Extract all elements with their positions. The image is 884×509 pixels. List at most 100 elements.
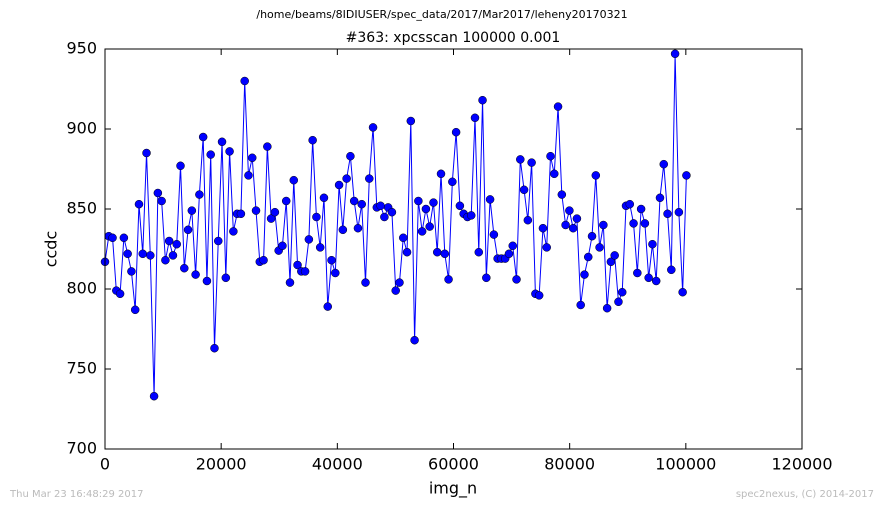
data-point bbox=[625, 199, 635, 209]
data-point bbox=[587, 231, 597, 241]
data-point bbox=[387, 207, 397, 217]
data-point bbox=[410, 335, 419, 345]
data-point bbox=[670, 49, 680, 59]
data-point bbox=[149, 391, 159, 401]
data-point bbox=[180, 263, 189, 273]
data-point bbox=[595, 243, 604, 252]
data-point bbox=[674, 207, 684, 217]
data-point bbox=[198, 132, 208, 142]
data-point bbox=[289, 175, 299, 185]
data-point bbox=[651, 276, 661, 286]
footer-right: spec2nexus, (C) 2014-2017 bbox=[736, 489, 874, 500]
data-point bbox=[414, 196, 423, 206]
data-point bbox=[402, 247, 412, 257]
data-point bbox=[602, 303, 612, 313]
data-point bbox=[542, 243, 551, 252]
y-tick-label: 850 bbox=[66, 199, 97, 218]
data-point bbox=[512, 275, 521, 284]
data-point bbox=[334, 180, 344, 190]
data-point bbox=[565, 206, 574, 215]
data-point bbox=[485, 195, 495, 204]
data-point bbox=[142, 148, 151, 158]
data-point bbox=[115, 289, 125, 299]
data-point bbox=[534, 291, 544, 300]
data-point bbox=[168, 251, 178, 260]
data-point bbox=[466, 211, 476, 220]
data-point bbox=[380, 212, 389, 222]
data-point bbox=[482, 273, 491, 283]
data-point bbox=[576, 300, 585, 310]
data-point bbox=[240, 76, 249, 86]
x-tick-label: 120000 bbox=[771, 455, 832, 474]
data-point bbox=[432, 247, 442, 257]
data-point bbox=[572, 214, 582, 223]
data-point bbox=[550, 169, 559, 179]
data-point bbox=[270, 207, 280, 217]
data-point bbox=[138, 249, 148, 259]
data-point bbox=[682, 171, 691, 180]
data-point bbox=[516, 155, 525, 164]
data-point bbox=[406, 116, 416, 126]
data-point bbox=[259, 255, 268, 265]
data-point bbox=[610, 251, 619, 260]
data-point bbox=[153, 188, 163, 198]
data-point bbox=[225, 147, 234, 156]
data-point bbox=[557, 190, 567, 199]
data-point bbox=[161, 255, 170, 265]
data-point bbox=[278, 241, 287, 251]
data-point bbox=[323, 302, 332, 311]
x-tick-label: 100000 bbox=[655, 455, 716, 474]
data-point bbox=[319, 193, 329, 203]
data-point bbox=[584, 252, 593, 262]
data-point bbox=[421, 204, 431, 214]
data-point bbox=[451, 127, 461, 137]
data-point bbox=[342, 174, 351, 183]
data-point bbox=[365, 174, 374, 183]
data-point bbox=[251, 206, 261, 215]
data-point bbox=[187, 206, 197, 215]
data-point bbox=[361, 278, 370, 287]
suptitle: /home/beams/8IDIUSER/spec_data/2017/Mar2… bbox=[256, 8, 627, 21]
data-point bbox=[236, 209, 246, 219]
data-point bbox=[315, 243, 325, 252]
data-point bbox=[617, 287, 627, 297]
data-point bbox=[561, 220, 570, 230]
chart-title: #363: xpcsscan 100000 0.001 bbox=[346, 30, 561, 46]
data-point bbox=[210, 343, 219, 353]
data-point bbox=[164, 236, 174, 246]
data-point bbox=[519, 185, 529, 195]
data-point bbox=[134, 199, 144, 209]
y-axis-label: ccdc bbox=[42, 231, 61, 268]
data-point bbox=[444, 275, 453, 284]
data-point bbox=[327, 255, 336, 265]
data-point bbox=[266, 214, 276, 223]
plot-frame bbox=[104, 48, 803, 450]
x-tick-label: 20000 bbox=[196, 455, 247, 474]
x-tick-label: 60000 bbox=[428, 455, 479, 474]
data-point bbox=[523, 215, 533, 225]
data-point bbox=[172, 239, 181, 249]
data-point bbox=[527, 158, 536, 167]
data-point bbox=[244, 171, 253, 180]
data-point bbox=[217, 137, 227, 147]
data-point bbox=[568, 223, 578, 233]
data-point bbox=[636, 204, 646, 214]
data-point bbox=[195, 190, 204, 199]
data-point bbox=[221, 273, 231, 283]
y-tick-label: 950 bbox=[66, 39, 97, 58]
data-point bbox=[663, 209, 672, 219]
data-point bbox=[349, 196, 359, 206]
data-point bbox=[553, 102, 563, 111]
data-point bbox=[127, 267, 136, 276]
data-point bbox=[474, 247, 484, 257]
data-point bbox=[247, 153, 257, 163]
data-point bbox=[176, 161, 185, 171]
data-point bbox=[376, 201, 385, 211]
data-point bbox=[399, 233, 408, 243]
data-point bbox=[293, 260, 302, 270]
data-point bbox=[659, 159, 669, 169]
x-tick-label: 80000 bbox=[544, 455, 595, 474]
data-point bbox=[429, 198, 438, 207]
data-point bbox=[183, 225, 193, 235]
